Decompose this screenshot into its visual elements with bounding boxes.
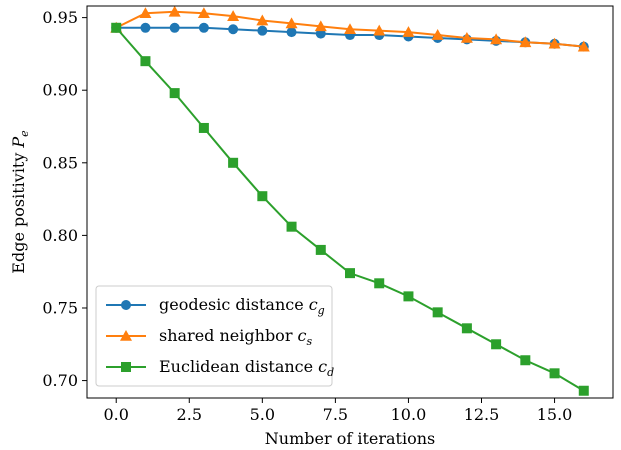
data-point-shared-neighbor: [373, 24, 386, 36]
y-axis-label-text: Edge positivity: [9, 153, 28, 274]
legend-label-euclidean: Euclidean distance cd: [159, 357, 334, 379]
series-euclidean-distance: [111, 22, 589, 396]
x-tick-label: 10.0: [391, 405, 427, 424]
y-tick-label: 0.95: [42, 8, 78, 27]
legend-name-geodesic: geodesic distance: [159, 295, 304, 314]
axes-frame: [86, 5, 614, 399]
data-point-euclidean-distance: [286, 221, 297, 232]
legend-marker-shared-neighbor: [120, 330, 132, 341]
data-point-shared-neighbor: [577, 40, 590, 52]
x-tick-label: 12.5: [464, 405, 500, 424]
y-tick-label: 0.90: [42, 81, 78, 100]
data-point-euclidean-distance: [257, 191, 268, 202]
legend-name-shared-neighbor: shared neighbor: [159, 326, 293, 345]
x-tick-label: 7.5: [323, 405, 348, 424]
legend-symbol-geodesic: c: [309, 295, 318, 314]
y-tick-label: 0.80: [42, 226, 78, 245]
y-axis: 0.70 0.75 0.80 0.85 0.90 0.95: [42, 8, 87, 390]
legend-label-geodesic: geodesic distance cg: [159, 295, 325, 317]
data-point-euclidean-distance: [345, 268, 355, 279]
legend-subscript-geodesic: g: [318, 304, 325, 317]
y-tick-label: 0.85: [42, 153, 78, 172]
legend-box: [95, 285, 333, 387]
data-point-shared-neighbor: [314, 20, 327, 32]
data-point-euclidean-distance: [403, 291, 414, 302]
legend-label-shared-neighbor: shared neighbor cs: [159, 326, 312, 348]
data-point-shared-neighbor: [519, 36, 532, 48]
x-tick-label: 0.0: [103, 405, 128, 424]
y-tick-label: 0.70: [42, 371, 78, 390]
data-point-shared-neighbor: [431, 29, 444, 40]
data-point-shared-neighbor: [139, 7, 152, 19]
data-point-geodesic-distance: [257, 25, 268, 36]
data-point-shared-neighbor: [227, 10, 240, 21]
x-tick-label: 5.0: [250, 405, 275, 424]
y-axis-label: Edge positivity Pe: [9, 130, 31, 274]
legend-symbol-shared-neighbor: c: [297, 326, 306, 345]
data-point-euclidean-distance: [520, 355, 531, 366]
data-point-shared-neighbor: [256, 14, 269, 26]
data-point-geodesic-distance: [169, 22, 180, 33]
data-point-shared-neighbor: [402, 26, 415, 37]
legend-symbol-euclidean: c: [318, 357, 327, 376]
data-point-shared-neighbor: [168, 5, 181, 17]
data-point-euclidean-distance: [461, 323, 472, 334]
x-tick-label: 2.5: [177, 405, 202, 424]
legend-marker-euclidean: [121, 362, 131, 372]
data-point-geodesic-distance: [198, 22, 209, 33]
data-point-euclidean-distance: [432, 307, 443, 318]
y-axis-label-subscript: e: [18, 130, 31, 137]
data-point-euclidean-distance: [549, 368, 560, 379]
y-axis-label-symbol: P: [9, 137, 28, 149]
legend-entry-shared-neighbor: shared neighbor cs: [106, 326, 312, 348]
data-point-euclidean-distance: [111, 22, 122, 33]
y-tick-label: 0.75: [42, 298, 78, 317]
legend-subscript-shared-neighbor: s: [306, 335, 312, 348]
legend-entry-euclidean: Euclidean distance cd: [106, 357, 334, 379]
data-point-euclidean-distance: [140, 56, 151, 67]
legend-name-euclidean: Euclidean distance: [159, 357, 313, 376]
data-point-euclidean-distance: [491, 339, 502, 350]
data-point-shared-neighbor: [344, 23, 356, 35]
legend-marker-shared-neighbor: [120, 330, 132, 341]
data-point-geodesic-distance: [228, 24, 239, 35]
data-point-shared-neighbor: [460, 31, 473, 43]
data-point-shared-neighbor: [285, 17, 298, 29]
data-point-euclidean-distance: [198, 122, 209, 133]
data-point-shared-neighbor: [197, 7, 210, 19]
legend-subscript-euclidean: d: [327, 366, 334, 379]
x-tick-label: 15.0: [537, 405, 573, 424]
x-axis-label: Number of iterations: [265, 429, 435, 448]
data-point-euclidean-distance: [578, 385, 589, 396]
legend: geodesic distance cg shared neighbor cs Eu…: [95, 285, 334, 387]
data-point-euclidean-distance: [228, 157, 239, 168]
data-point-geodesic-distance: [286, 27, 297, 38]
x-axis: 0.0 2.5 5.0 7.5 10.0 12.5 15.0: [103, 398, 572, 424]
legend-entry-geodesic: geodesic distance cg: [106, 295, 325, 317]
legend-marker-geodesic: [121, 300, 131, 310]
legend-marker-euclidean-distance: [121, 362, 131, 372]
legend-marker-geodesic-distance: [121, 300, 131, 310]
data-point-shared-neighbor: [548, 37, 561, 49]
data-point-geodesic-distance: [140, 22, 151, 33]
data-point-euclidean-distance: [374, 278, 385, 289]
plot-area: [110, 5, 590, 396]
data-point-euclidean-distance: [315, 244, 326, 255]
data-point-shared-neighbor: [490, 33, 503, 45]
data-point-euclidean-distance: [169, 88, 180, 99]
